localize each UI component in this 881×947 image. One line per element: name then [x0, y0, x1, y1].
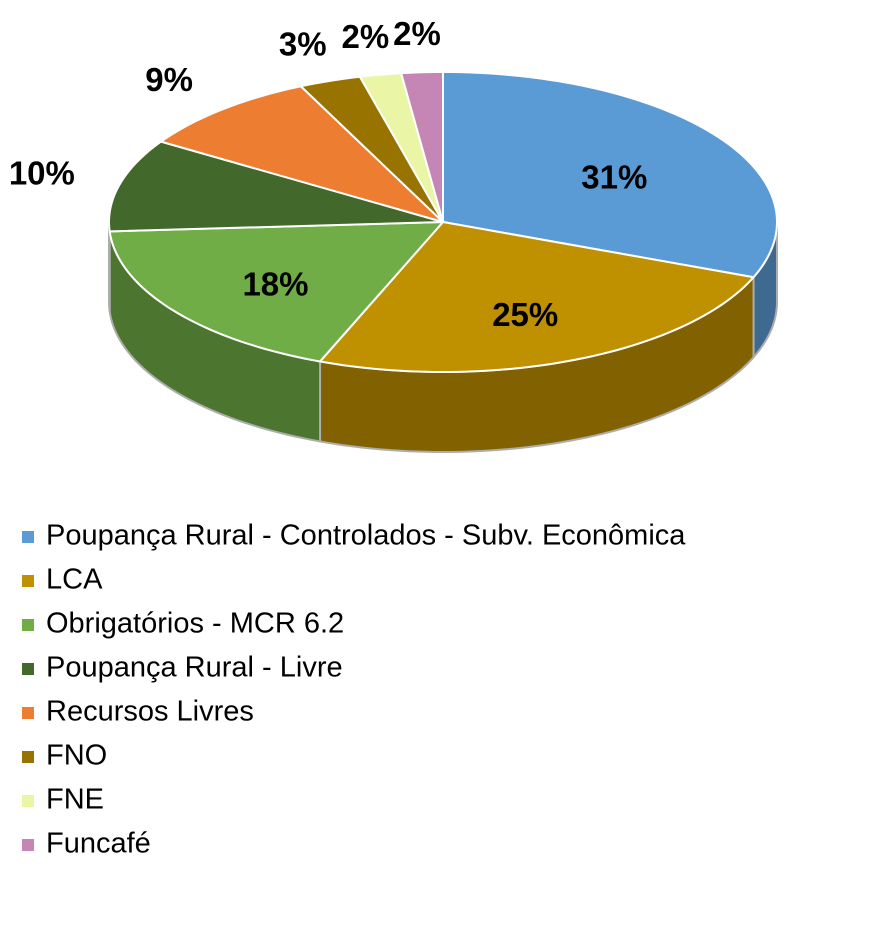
legend-swatch	[22, 839, 34, 851]
legend-label: Recursos Livres	[46, 696, 254, 728]
legend-swatch	[22, 531, 34, 543]
legend-swatch	[22, 795, 34, 807]
slice	[158, 85, 444, 223]
slice	[318, 220, 756, 373]
slice	[298, 75, 444, 223]
data-label: 31%	[581, 158, 647, 195]
slice	[399, 70, 444, 223]
legend-swatch	[22, 619, 34, 631]
data-label: 9%	[145, 61, 193, 98]
slice	[108, 140, 444, 233]
data-label: 3%	[279, 26, 327, 63]
data-label: 18%	[242, 265, 308, 302]
legend-label: LCA	[46, 564, 103, 596]
legend-swatch	[22, 707, 34, 719]
legend-label: Obrigatórios - MCR 6.2	[46, 608, 344, 640]
slice	[358, 72, 444, 223]
data-label: 2%	[342, 18, 390, 55]
data-label: 10%	[9, 154, 75, 191]
legend-swatch	[22, 663, 34, 675]
slice	[108, 220, 446, 363]
data-label: 25%	[492, 296, 558, 333]
legend-label: Poupança Rural - Controlados - Subv. Eco…	[46, 520, 686, 552]
slice	[442, 70, 778, 279]
legend-label: FNE	[46, 784, 104, 816]
legend-label: Poupança Rural - Livre	[46, 652, 343, 684]
data-label: 2%	[393, 15, 441, 52]
legend-swatch	[22, 751, 34, 763]
legend-label: FNO	[46, 740, 107, 772]
legend-label: Funcafé	[46, 828, 151, 860]
legend-swatch	[22, 575, 34, 587]
